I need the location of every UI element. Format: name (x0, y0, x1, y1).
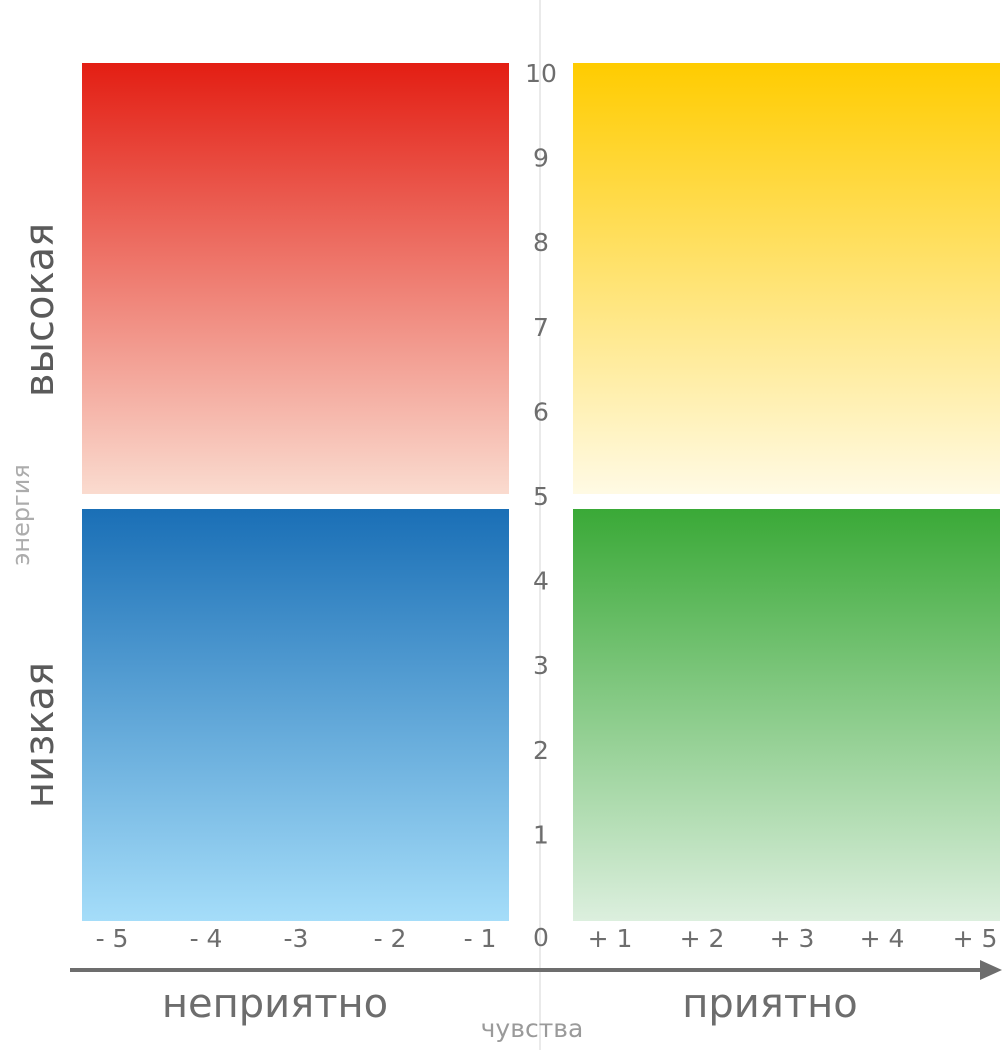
x-label: + 4 (860, 924, 905, 953)
y-label: 9 (533, 144, 549, 173)
quadrant-yellow (573, 63, 1000, 494)
feelings-title: чувства (481, 1014, 584, 1043)
high-label: высокая (17, 223, 63, 397)
quadrant-blue (82, 509, 509, 921)
y-label: 5 (533, 482, 549, 511)
y-label: 8 (533, 228, 549, 257)
y-label: 7 (533, 313, 549, 342)
x-label: - 2 (374, 924, 407, 953)
unpleasant-label: неприятно (162, 981, 388, 1027)
quadrant-red (82, 63, 509, 494)
quadrant-green (573, 509, 1000, 921)
y-label: 0 (533, 923, 549, 952)
x-label: - 1 (464, 924, 497, 953)
x-label: + 3 (770, 924, 815, 953)
y-label: 1 (533, 820, 549, 849)
x-label: + 1 (588, 924, 633, 953)
y-label: 3 (533, 651, 549, 680)
x-arrowhead (980, 960, 1002, 980)
energy-title: энергия (7, 464, 35, 566)
y-label: 2 (533, 736, 549, 765)
pleasant-label: приятно (682, 981, 858, 1027)
x-label: -3 (284, 924, 309, 953)
y-label: 4 (533, 567, 549, 596)
page: неприятно приятно чувства высокая низкая… (0, 0, 1002, 1050)
x-label: + 5 (953, 924, 998, 953)
mood-meter: неприятно приятно чувства высокая низкая… (0, 0, 1002, 1050)
x-label: + 2 (680, 924, 725, 953)
y-label: 6 (533, 397, 549, 426)
low-label: низкая (17, 662, 63, 808)
y-label: 10 (525, 59, 557, 88)
x-label: - 5 (96, 924, 129, 953)
x-label: - 4 (190, 924, 223, 953)
